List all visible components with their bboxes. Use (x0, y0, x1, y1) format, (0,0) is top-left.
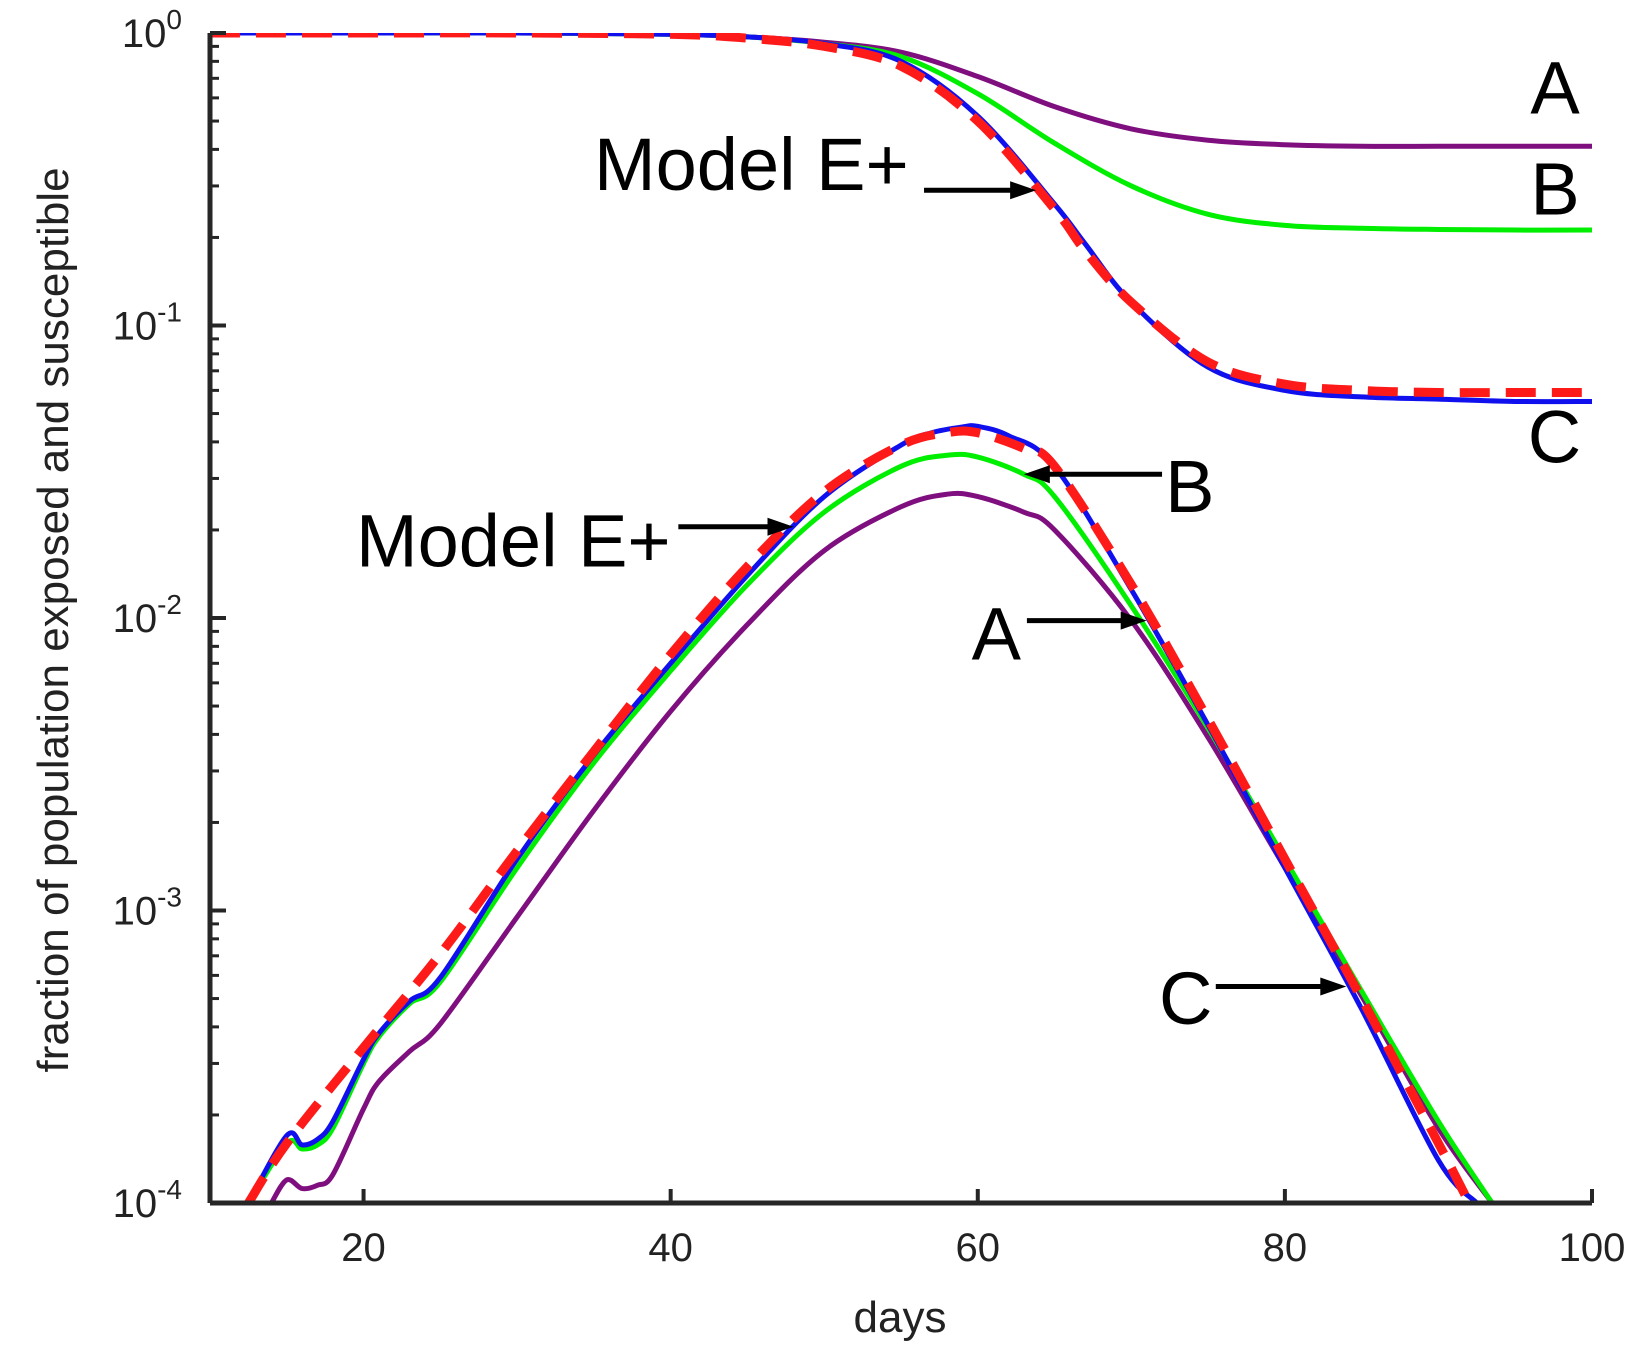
series-line-exp-model (244, 426, 1474, 1203)
label-top-B: B (1530, 147, 1579, 230)
label-bottom-C-arrow (1215, 977, 1347, 996)
series-line-exp-A (269, 490, 1495, 1203)
y-tick-label-1e-2: 10-2 (113, 589, 182, 641)
label-top-C: C (1528, 396, 1581, 479)
series-line-sus-A (210, 33, 1592, 149)
label-bottom-model: Model E+ (356, 499, 671, 582)
x-tick-label-60: 60 (956, 1226, 1001, 1270)
label-bottom-A-arrow (1026, 611, 1147, 630)
series-layer (210, 33, 1592, 1203)
y-tick-label-1e0: 100 (122, 4, 182, 56)
y-tick-label-1e-3: 10-3 (113, 882, 182, 934)
y-axis-label: fraction of population exposed and susce… (29, 167, 78, 1072)
label-top-model-arrow (924, 181, 1037, 200)
label-bottom-B: B (1165, 445, 1214, 528)
label-bottom-B-arrow (1023, 465, 1163, 484)
x-tick-label-40: 40 (648, 1226, 693, 1270)
label-top-A: A (1530, 47, 1580, 130)
label-top-model: Model E+ (594, 123, 909, 206)
x-tick-label-100: 100 (1559, 1226, 1626, 1270)
label-bottom-A: A (972, 593, 1022, 676)
series-line-sus-C (210, 33, 1592, 405)
label-bottom-C: C (1159, 957, 1212, 1040)
x-tick-label-80: 80 (1263, 1226, 1308, 1270)
x-axis-label: days (854, 1293, 947, 1342)
axes: 20 40 60 80 100 100 10-1 10-2 10-3 10-4 (113, 4, 1626, 1270)
series-line-sus-model (210, 33, 1592, 398)
y-tick-label-1e-1: 10-1 (113, 297, 182, 349)
x-tick-label-20: 20 (341, 1226, 386, 1270)
y-tick-label-1e-4: 10-4 (113, 1174, 182, 1226)
label-bottom-model-arrow (678, 517, 794, 536)
